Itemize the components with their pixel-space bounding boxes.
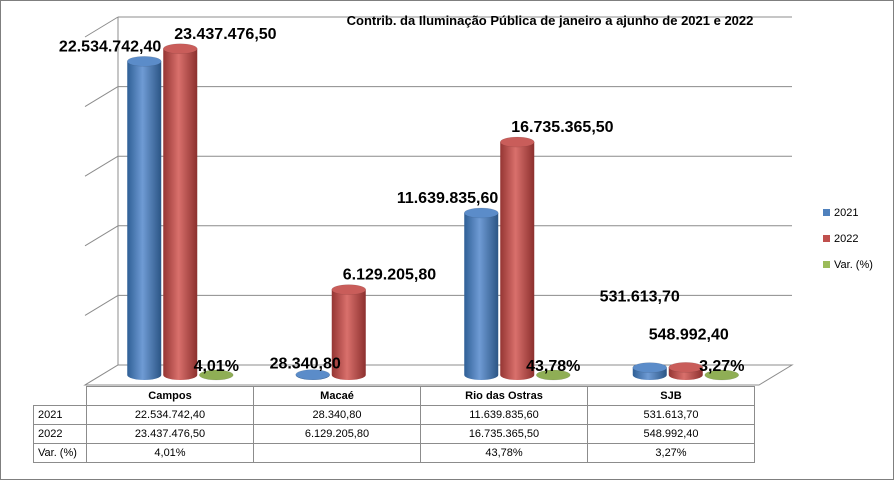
data-label: 22.534.742,40 — [59, 38, 161, 55]
bar-2022-Campos — [163, 43, 198, 380]
bar-2022-SJB — [668, 362, 703, 380]
table-category: Rio das Ostras — [420, 386, 588, 406]
bar-cap — [295, 369, 330, 380]
bar-cap — [163, 43, 198, 55]
bar-Var. (%)-Rio das Ostras — [536, 369, 571, 381]
bar-body — [464, 212, 499, 380]
table-corner — [34, 387, 87, 406]
bar-Var. (%)-Campos — [199, 369, 234, 381]
data-label: 43,78% — [526, 358, 580, 375]
data-label: 531.613,70 — [600, 289, 680, 306]
table-cell: 43,78% — [420, 443, 588, 463]
bar-body — [127, 61, 162, 381]
data-label: 28.340,80 — [270, 356, 341, 373]
bar-2022-Macaé — [331, 284, 366, 380]
table-cell: 6.129.205,80 — [253, 424, 421, 444]
table-cell: 28.340,80 — [253, 405, 421, 425]
table-cell: 531.613,70 — [587, 405, 755, 425]
table-header-row: Campos Macaé Rio das Ostras SJB — [34, 386, 755, 406]
gridline-side — [84, 225, 119, 247]
bar-body — [163, 48, 198, 380]
bar-2022-Rio das Ostras — [500, 136, 535, 380]
bar-cap — [536, 369, 571, 381]
bar-cap — [199, 369, 234, 381]
table-cell — [253, 443, 421, 463]
table-row: 2022 23.437.476,50 6.129.205,80 16.735.3… — [33, 424, 755, 444]
bar-body — [500, 142, 535, 380]
table-category: Campos — [86, 386, 254, 406]
data-label: 11.639.835,60 — [397, 190, 499, 207]
table-cell: 22.534.742,40 — [86, 405, 254, 425]
data-label: 6.129.205,80 — [343, 267, 437, 284]
gridline-side — [84, 86, 119, 108]
legend-swatch — [823, 209, 830, 216]
floor-plane — [83, 364, 794, 386]
chart-title: Contrib. da Iluminação Pública de janeir… — [347, 13, 754, 28]
data-label: 23.437.476,50 — [174, 26, 276, 43]
table-cell: 548.992,40 — [587, 424, 755, 444]
bar-cap — [704, 369, 739, 381]
bars — [127, 43, 739, 381]
data-table: Campos Macaé Rio das Ostras SJB 2021 22.… — [33, 386, 755, 463]
table-row: 2021 22.534.742,40 28.340,80 11.639.835,… — [33, 405, 755, 425]
bar-cap — [668, 362, 703, 373]
legend-label: Var. (%) — [834, 259, 873, 271]
legend-label: 2021 — [834, 207, 858, 219]
bar-body — [331, 289, 366, 380]
bar-2021-Rio das Ostras — [464, 207, 499, 380]
bar-2021-Macaé — [295, 369, 330, 380]
table-row: Var. (%) 4,01% 43,78% 3,27% — [33, 443, 755, 463]
legend-swatch — [823, 235, 830, 242]
gridline-side — [84, 16, 119, 38]
table-category: SJB — [587, 386, 755, 406]
bar-cap — [331, 284, 366, 295]
table-cell: 23.437.476,50 — [86, 424, 254, 444]
gridline-side — [84, 155, 119, 177]
table-cell: 4,01% — [86, 443, 254, 463]
table-series-name: 2022 — [33, 424, 87, 444]
bar-cap — [500, 136, 535, 148]
table-cell: 3,27% — [587, 443, 755, 463]
table-cell: 16.735.365,50 — [420, 424, 588, 444]
bar-Var. (%)-SJB — [704, 369, 739, 381]
table-series-name: 2021 — [33, 405, 87, 425]
data-label: 16.735.365,50 — [511, 119, 613, 136]
legend-swatch — [823, 261, 830, 268]
legend: 2021 2022 Var. (%) — [823, 207, 873, 271]
legend-label: 2022 — [834, 233, 858, 245]
data-label: 548.992,40 — [649, 326, 729, 343]
bar-cap — [464, 207, 499, 219]
data-label: 4,01% — [194, 358, 239, 375]
table-category: Macaé — [253, 386, 421, 406]
bar-cap — [632, 362, 667, 373]
table-cell: 11.639.835,60 — [420, 405, 588, 425]
bar-2021-SJB — [632, 362, 667, 380]
data-label: 3,27% — [699, 358, 744, 375]
table-series-name: Var. (%) — [33, 443, 87, 463]
gridline-side — [84, 294, 119, 316]
chart-floor — [83, 364, 794, 386]
bar-2021-Campos — [127, 56, 162, 381]
bar-cap — [127, 56, 162, 67]
data-labels: 22.534.742,40 28.340,80 11.639.835,60 531.6… — [59, 26, 745, 375]
